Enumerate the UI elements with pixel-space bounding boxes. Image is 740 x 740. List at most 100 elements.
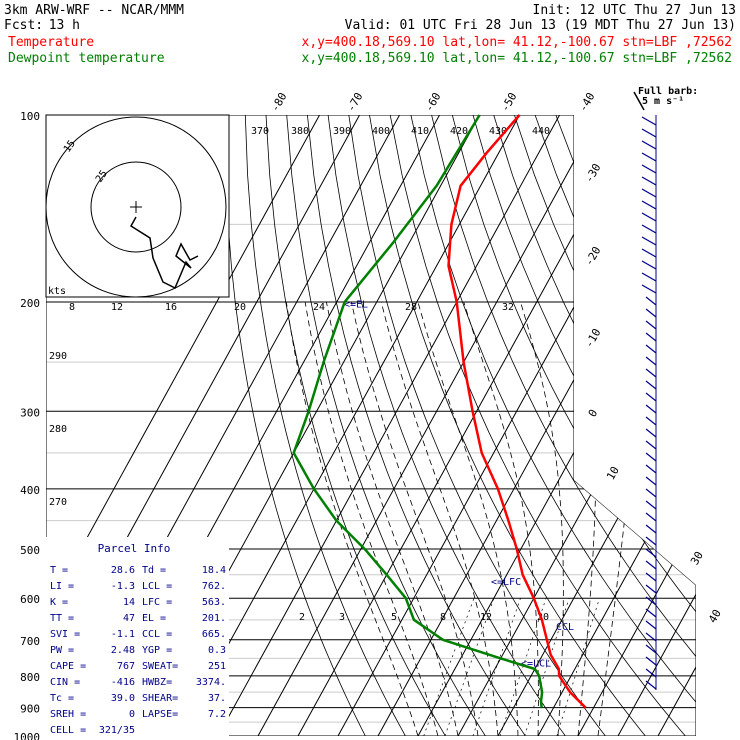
wind-barb [645,620,657,630]
header: 3km ARW-WRF -- NCAR/MMM Init: 12 UTC Thu… [4,3,736,66]
pressure-label: 600 [20,593,40,606]
wind-barb [645,332,657,342]
dry-adiabat [224,115,366,736]
moist-adiabat [380,301,499,736]
wind-barb [641,284,657,294]
isotherm-line [537,115,696,736]
wind-barb [645,320,657,330]
full-barb-sample [633,91,645,111]
dry-adiabat [431,115,696,736]
dewpoint-profile [292,114,544,708]
isotherm-label-right: 10 [604,464,622,482]
init-time: Init: 12 UTC Thu 27 Jun 13 [533,3,737,18]
dry-adiabat [348,115,606,736]
level-marker: <=LFC [491,577,521,588]
wind-barbs [633,91,657,690]
hodograph-speed-label: 20 [234,302,246,313]
parcel-value: -1.1 [111,629,135,640]
isotherm-label-right-bottom: 40 [706,607,724,625]
dry-adiabat [596,115,696,736]
fcst-value: 13 h [49,18,80,33]
parcel-value: -416 [111,677,135,688]
parcel-label: CELL = [50,725,86,736]
wind-barb [641,188,657,198]
wind-barb [645,656,657,666]
parcel-value: 563. [202,597,226,608]
dew-legend-info: x,y=400.18,569.10 lat,lon= 41.12,-100.67… [302,51,732,66]
parcel-info-bg [46,537,229,736]
valid-time: Valid: 01 UTC Fri 28 Jun 13 (19 MDT Thu … [345,18,736,33]
parcel-value: 201. [202,613,226,624]
temp-legend-info: x,y=400.18,569.10 lat,lon= 41.12,-100.67… [302,35,732,50]
mixing-ratio-line [524,598,570,736]
isotherm-label-right: -30 [582,161,603,185]
isotherm-line [457,115,696,736]
wind-barb [645,560,657,570]
parcel-value: 251 [208,661,226,672]
isotherm-label-top: -50 [498,90,519,114]
parcel-value: -1.3 [111,581,135,592]
theta-label: 370 [251,126,269,137]
isotherm-line [657,115,696,736]
dry-adiabat [451,115,696,736]
hodograph-frame [45,114,230,298]
full-barb-legend: Full barb: 5 m s⁻¹ [638,86,698,107]
wind-barb [641,128,657,138]
theta-label: 430 [489,126,507,137]
dry-adiabat [244,115,406,736]
isotherm-line [177,115,520,736]
theta-label: 420 [450,126,468,137]
dry-adiabat [265,115,446,736]
pressure-label: 1000 [14,731,41,740]
parcel-info-title: Parcel Info [98,542,171,555]
parcel-value: 3374. [196,677,226,688]
pressure-label: 400 [20,484,40,497]
wind-barb [645,524,657,534]
dry-adiabat [369,115,646,736]
wind-barb [641,272,657,282]
parcel-value: 0.3 [208,645,226,656]
parcel-value: 14 [123,597,135,608]
parcel-label: SVI = [50,629,80,640]
parcel-info-box: Parcel Info T = 28.6 Td = 18.4 LI = -1.3 LCL = 7… [46,537,229,736]
hodograph-speed-label: 24 [313,302,325,313]
wind-barb [645,296,657,306]
parcel-label: Td = [142,565,166,576]
parcel-value: 28.6 [111,565,135,576]
parcel-value: 47 [123,613,135,624]
wind-barb [641,260,657,270]
wind-barb [645,680,657,690]
wind-barb [645,668,657,678]
wind-barb [645,488,657,498]
wind-barb [645,356,657,366]
mixing-ratio-line [444,598,495,736]
parcel-label: SWEAT= [142,661,178,672]
mixing-ratio-label: 8 [440,612,446,623]
isotherm-line [417,115,696,736]
hodograph-ring [90,161,182,253]
wind-barb [641,224,657,234]
wind-barb [645,452,657,462]
mixing-ratio-line [423,598,475,736]
temperature-profile [447,114,587,709]
moist-adiabat [417,301,519,736]
isotherm-line [257,115,600,736]
mixing-ratio-label: 5 [391,612,397,623]
isotherm-line [46,115,320,736]
wind-barb [645,548,657,558]
wind-barb [645,476,657,486]
isotherm-label-top: -70 [344,90,365,114]
pressure-label: 300 [20,406,40,419]
parcel-label: CIN = [50,677,80,688]
hodograph-speed-label: 12 [111,302,123,313]
isotherm-line [217,115,560,736]
moist-adiabat [304,301,439,736]
full-barb-line2: 5 m s⁻¹ [642,96,684,107]
moist-adiabat [577,301,597,736]
moist-adiabat [285,301,419,736]
mixing-ratio-label: 20 [537,612,549,623]
parcel-label: SREH = [50,709,86,720]
hodograph-trace [130,216,199,290]
parcel-label: T = [50,565,68,576]
